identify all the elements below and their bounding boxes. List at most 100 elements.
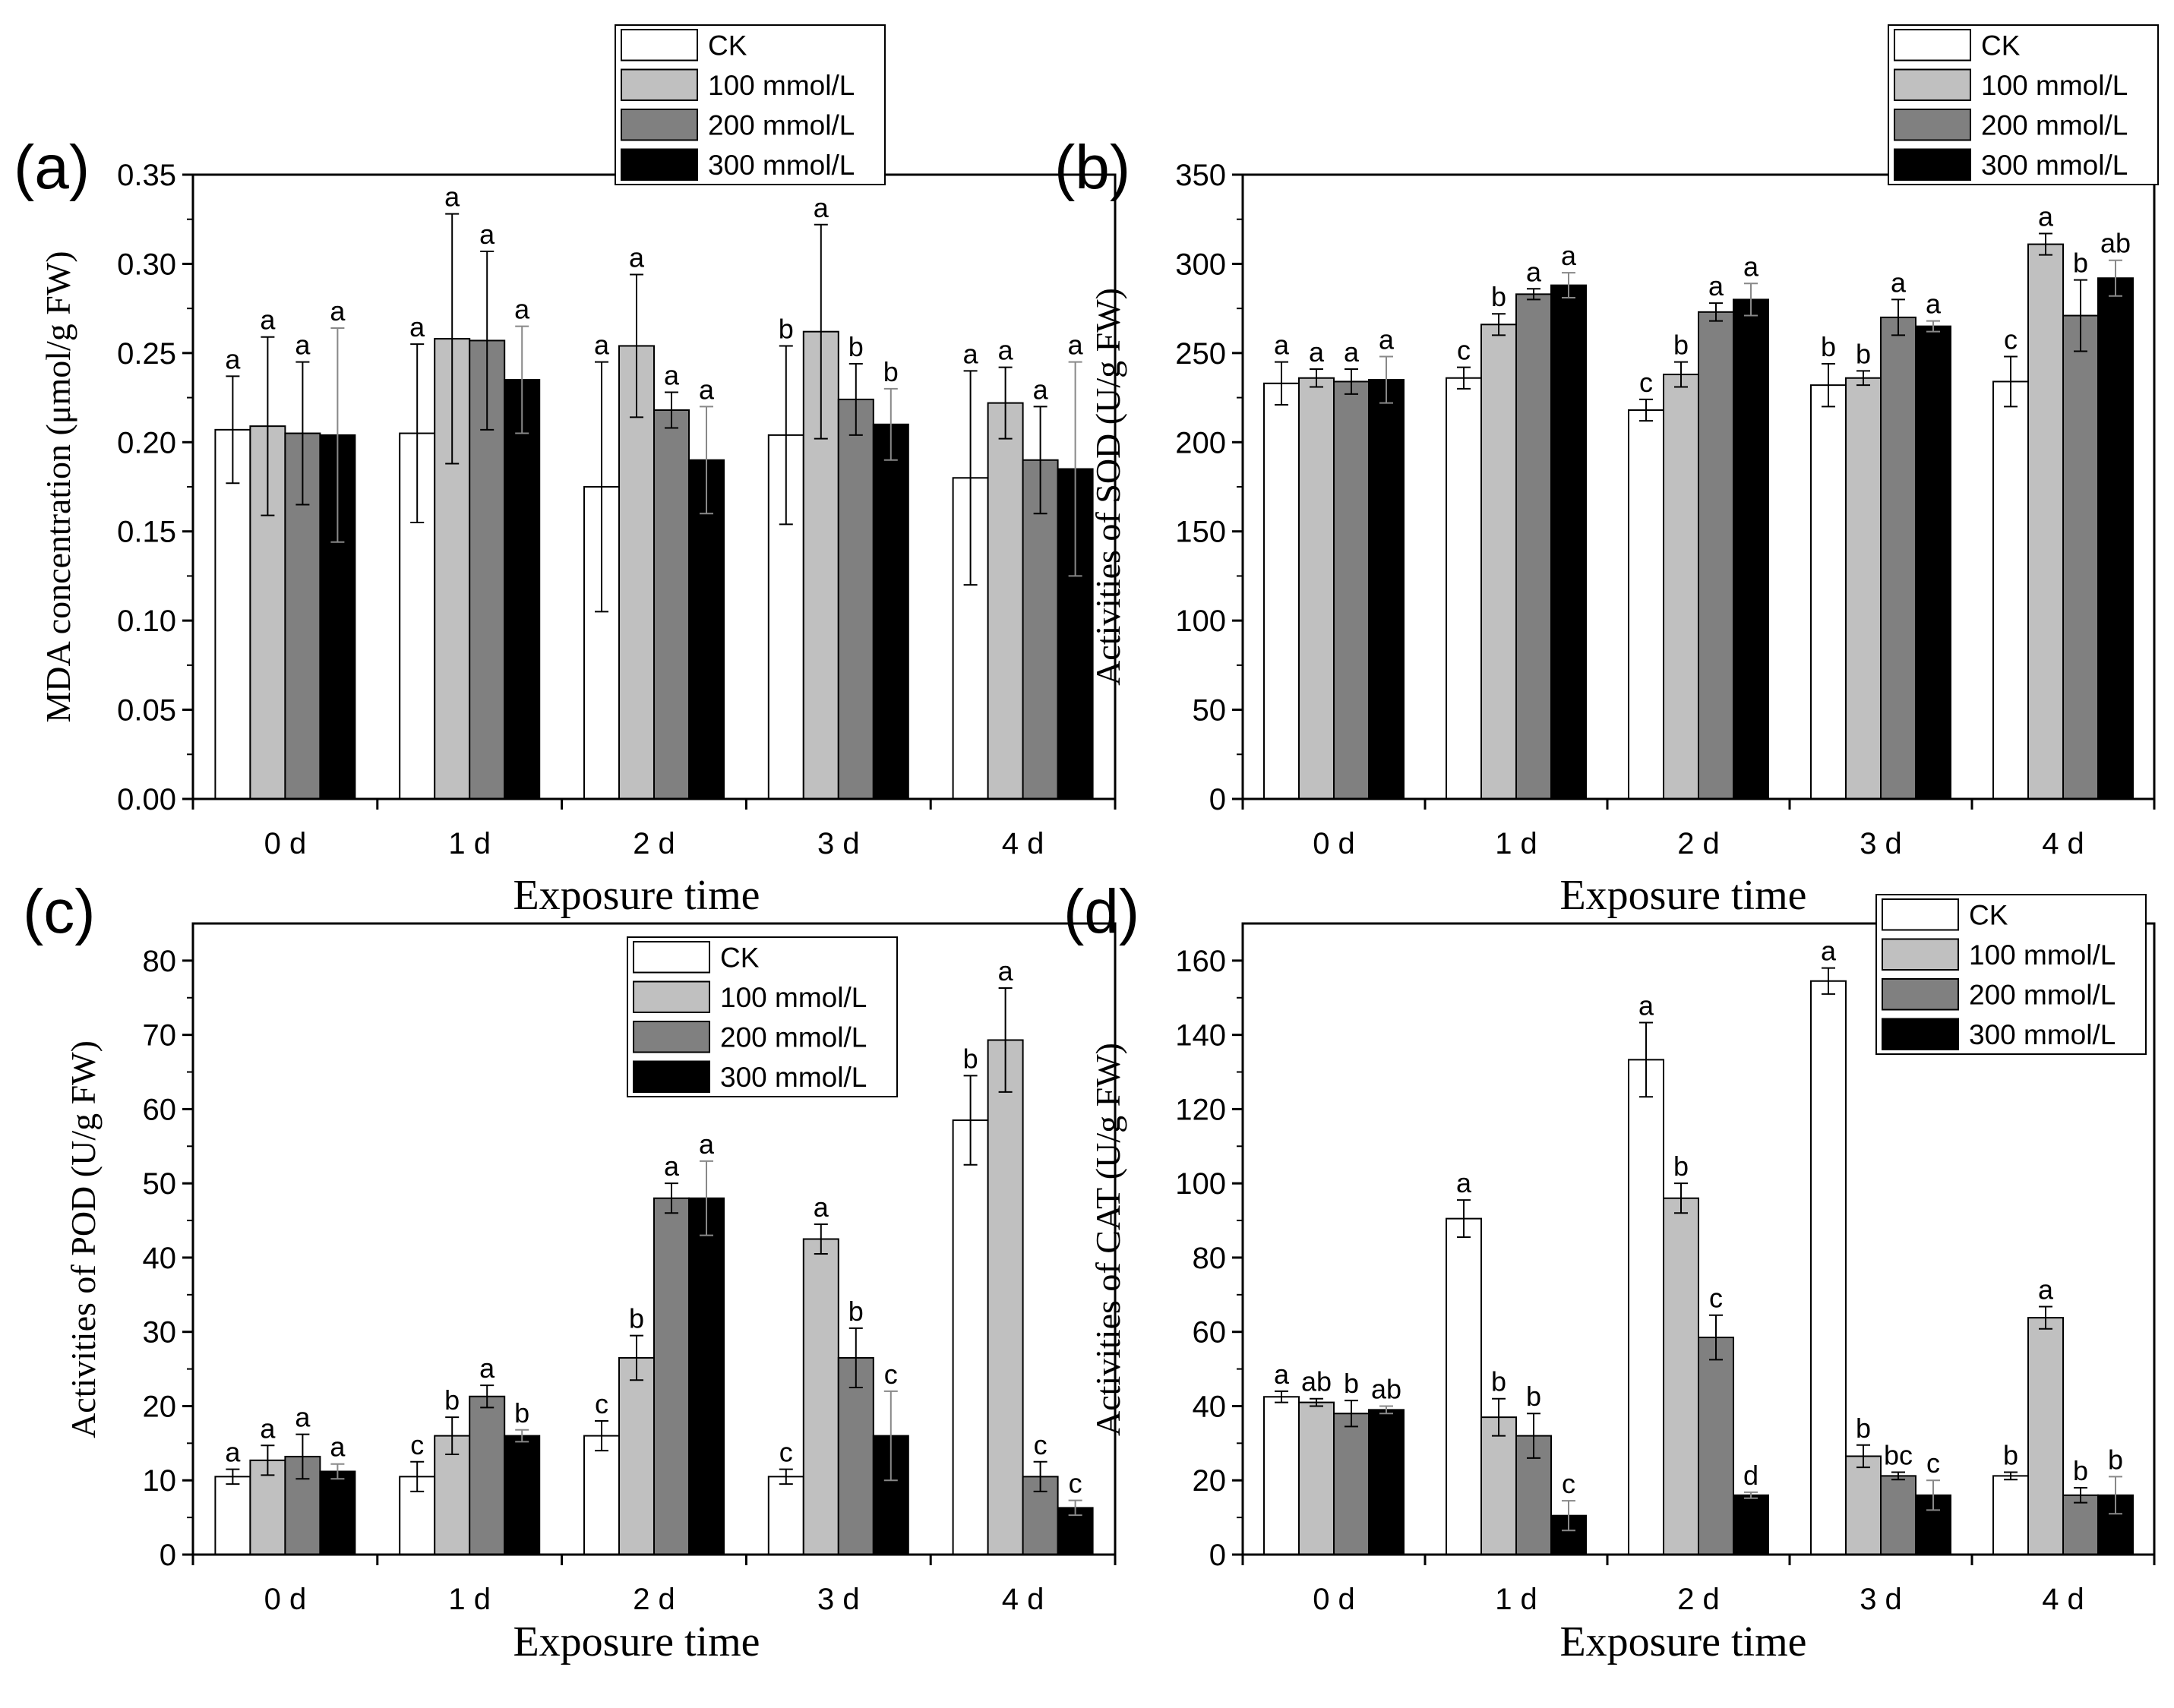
bar xyxy=(987,1039,1024,1555)
legend-label: 200 mmol/L xyxy=(1981,109,2128,140)
significance-letter: a xyxy=(1821,936,1837,967)
y-axis-title: Activities of SOD (U/g FW) xyxy=(1089,288,1127,686)
legend-swatch xyxy=(1882,938,1959,971)
significance-letter: a xyxy=(2038,1274,2054,1305)
x-tick-label: 0 d xyxy=(1313,1583,1355,1616)
significance-letter: a xyxy=(514,294,530,325)
legend-swatch xyxy=(633,1060,710,1093)
significance-letter: b xyxy=(1491,281,1506,312)
x-tick-label: 1 d xyxy=(1495,1583,1537,1616)
x-tick-label: 3 d xyxy=(817,827,860,860)
significance-letter: a xyxy=(444,182,460,213)
significance-letter: a xyxy=(998,955,1014,987)
significance-letter: a xyxy=(479,219,495,250)
legend-swatch xyxy=(1882,978,1959,1011)
significance-letter: a xyxy=(998,335,1014,366)
bar xyxy=(1550,284,1587,800)
significance-letter: c xyxy=(410,1429,424,1460)
x-tick-label: 4 d xyxy=(1002,1583,1044,1616)
y-tick-label: 20 xyxy=(143,1390,177,1423)
bar xyxy=(1845,377,1882,800)
y-tick-label: 10 xyxy=(143,1464,177,1498)
bar xyxy=(583,1435,620,1555)
significance-letter: c xyxy=(1562,1468,1575,1499)
x-tick-label: 2 d xyxy=(633,1583,675,1616)
legend-swatch xyxy=(621,109,698,141)
bar xyxy=(1368,379,1405,800)
x-axis-title: Exposure time xyxy=(1559,872,1806,919)
y-axis-title: Activities of POD (U/g FW) xyxy=(64,1040,103,1438)
bar xyxy=(872,423,909,800)
bar xyxy=(1628,409,1664,800)
bar xyxy=(1880,1475,1916,1555)
bar xyxy=(618,1356,655,1556)
x-tick-label: 2 d xyxy=(1677,827,1720,860)
plot-frame xyxy=(191,922,1117,1556)
significance-letter: b xyxy=(848,1296,864,1327)
significance-letter: c xyxy=(779,1437,793,1468)
bar xyxy=(1446,1217,1482,1556)
significance-letter: bc xyxy=(1884,1439,1913,1470)
y-tick-label: 300 xyxy=(1175,248,1226,281)
y-tick-label: 40 xyxy=(143,1242,177,1275)
x-tick-label: 2 d xyxy=(1677,1583,1720,1616)
significance-letter: a xyxy=(479,1353,495,1384)
significance-letter: a xyxy=(1743,251,1759,282)
y-tick-label: 0 xyxy=(160,1539,176,1572)
bar xyxy=(2062,1494,2099,1555)
significance-letter: a xyxy=(1456,1167,1472,1198)
y-tick-label: 200 xyxy=(1175,426,1226,459)
significance-letter: a xyxy=(1274,1359,1290,1390)
panel-label: (d) xyxy=(1063,877,1139,946)
bar xyxy=(987,402,1024,800)
bar xyxy=(1298,377,1335,800)
bar xyxy=(2062,314,2099,800)
significance-letter: a xyxy=(629,242,645,273)
legend-swatch xyxy=(1894,148,1971,181)
significance-letter: a xyxy=(963,338,979,369)
significance-letter: b xyxy=(1491,1366,1506,1397)
x-tick-label: 0 d xyxy=(1313,827,1355,860)
bar xyxy=(249,1459,286,1556)
bar xyxy=(1880,316,1916,800)
legend-label: 300 mmol/L xyxy=(708,150,855,181)
y-tick-label: 100 xyxy=(1175,1167,1226,1201)
bar xyxy=(1845,1455,1882,1556)
bar xyxy=(1628,1059,1664,1555)
bar xyxy=(1663,374,1699,800)
bar xyxy=(688,459,725,800)
significance-letter: a xyxy=(225,1437,241,1468)
y-tick-label: 150 xyxy=(1175,516,1226,549)
bar xyxy=(2027,243,2064,800)
legend-swatch xyxy=(633,941,710,974)
bar xyxy=(1810,384,1847,800)
significance-letter: ab xyxy=(2100,228,2131,259)
bar xyxy=(837,1356,874,1556)
y-tick-label: 350 xyxy=(1175,159,1226,192)
bar xyxy=(2097,277,2134,800)
significance-letter: a xyxy=(1344,336,1360,368)
x-tick-label: 0 d xyxy=(264,827,307,860)
bar xyxy=(214,428,251,800)
bar xyxy=(767,1476,804,1555)
bar xyxy=(1698,1337,1734,1555)
significance-letter: b xyxy=(2073,1455,2088,1486)
significance-letter: ab xyxy=(1301,1366,1332,1397)
significance-letter: b xyxy=(1673,1151,1689,1182)
significance-letter: a xyxy=(1926,289,1942,320)
y-axis-title: MDA concentration (μmol/g FW) xyxy=(39,251,77,722)
bar xyxy=(802,1238,839,1555)
significance-letter: b xyxy=(883,356,899,387)
x-tick-label: 3 d xyxy=(817,1583,860,1616)
significance-letter: c xyxy=(1639,367,1653,398)
significance-letter: a xyxy=(1638,990,1654,1021)
significance-letter: b xyxy=(2108,1444,2123,1475)
bar xyxy=(504,379,541,800)
legend-swatch xyxy=(1894,29,1971,62)
legend-label: 100 mmol/L xyxy=(1969,939,2116,971)
legend-label: 100 mmol/L xyxy=(720,982,867,1013)
y-tick-label: 0.05 xyxy=(117,694,176,728)
